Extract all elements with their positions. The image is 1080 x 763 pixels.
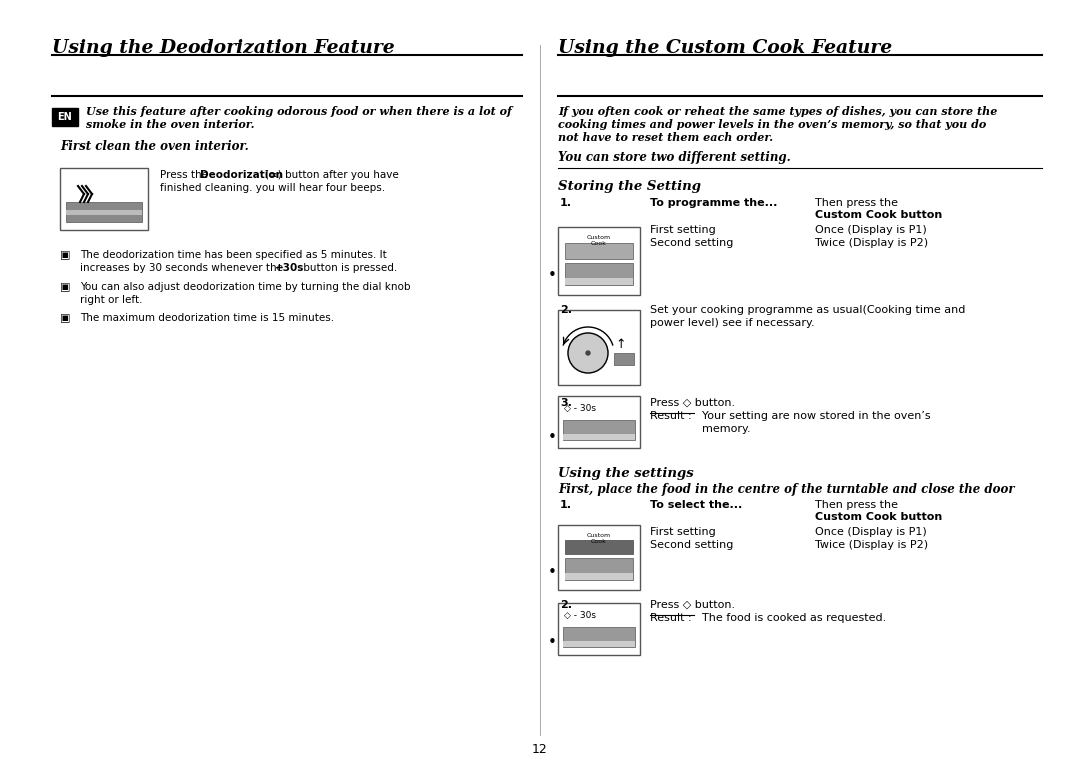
Text: 1.: 1. — [561, 500, 572, 510]
Text: Second setting: Second setting — [650, 238, 733, 248]
Bar — [66, 210, 141, 215]
Text: Custom
Cook: Custom Cook — [586, 533, 611, 544]
Text: If you often cook or reheat the same types of dishes, you can store the: If you often cook or reheat the same typ… — [558, 106, 997, 117]
Text: The maximum deodorization time is 15 minutes.: The maximum deodorization time is 15 min… — [80, 313, 334, 323]
Bar — [558, 525, 640, 590]
Text: Custom Cook button: Custom Cook button — [815, 210, 942, 220]
Text: cooking times and power levels in the oven’s memory, so that you do: cooking times and power levels in the ov… — [558, 119, 986, 130]
Text: Twice (Display is P2): Twice (Display is P2) — [815, 540, 928, 550]
Text: First, place the food in the centre of the turntable and close the door: First, place the food in the centre of t… — [558, 483, 1014, 496]
Bar — [558, 310, 640, 385]
Text: •: • — [548, 565, 557, 580]
Text: Storing the Setting: Storing the Setting — [558, 180, 701, 193]
Text: Using the Custom Cook Feature: Using the Custom Cook Feature — [558, 39, 892, 57]
Text: Deodorization: Deodorization — [200, 170, 283, 180]
Text: not have to reset them each order.: not have to reset them each order. — [558, 132, 773, 143]
Text: Twice (Display is P2): Twice (Display is P2) — [815, 238, 928, 248]
Text: •: • — [548, 635, 557, 650]
Bar — [563, 420, 635, 440]
Text: +30s: +30s — [275, 263, 305, 273]
Text: Press the: Press the — [160, 170, 212, 180]
Text: (≡) button after you have: (≡) button after you have — [265, 170, 399, 180]
Bar — [558, 603, 640, 655]
Bar — [66, 202, 141, 222]
Text: Then press the: Then press the — [815, 500, 897, 510]
Text: Then press the: Then press the — [815, 198, 897, 208]
Text: ◇ - 30s: ◇ - 30s — [564, 610, 596, 620]
Text: ▣: ▣ — [60, 313, 70, 323]
Text: increases by 30 seconds whenever the: increases by 30 seconds whenever the — [80, 263, 286, 273]
Text: ▣: ▣ — [60, 282, 70, 292]
Text: Press ◇ button.: Press ◇ button. — [650, 398, 735, 408]
Text: 2.: 2. — [561, 305, 572, 315]
Text: Custom
Cook: Custom Cook — [586, 235, 611, 246]
Text: •: • — [548, 430, 557, 445]
Bar — [563, 627, 635, 647]
Text: To select the...: To select the... — [650, 500, 742, 510]
Text: Result :: Result : — [650, 613, 691, 623]
Text: •: • — [548, 268, 557, 283]
Text: 3.: 3. — [561, 398, 572, 408]
Text: The food is cooked as requested.: The food is cooked as requested. — [702, 613, 887, 623]
Bar — [563, 641, 635, 647]
Bar — [565, 573, 633, 580]
Bar — [563, 434, 635, 440]
Text: Second setting: Second setting — [650, 540, 733, 550]
Bar — [60, 168, 148, 230]
Text: finished cleaning. you will hear four beeps.: finished cleaning. you will hear four be… — [160, 183, 386, 193]
Text: You can store two different setting.: You can store two different setting. — [558, 151, 791, 164]
Text: 2.: 2. — [561, 600, 572, 610]
Text: ◇ - 30s: ◇ - 30s — [564, 404, 596, 413]
Text: smoke in the oven interior.: smoke in the oven interior. — [86, 119, 255, 130]
Text: Using the settings: Using the settings — [558, 467, 693, 480]
Bar — [565, 263, 633, 285]
Text: 12: 12 — [532, 743, 548, 756]
Circle shape — [586, 351, 590, 355]
Text: Set your cooking programme as usual(Cooking time and: Set your cooking programme as usual(Cook… — [650, 305, 966, 315]
Text: memory.: memory. — [702, 424, 751, 434]
Text: First setting: First setting — [650, 225, 716, 235]
Text: To programme the...: To programme the... — [650, 198, 778, 208]
Text: First setting: First setting — [650, 527, 716, 537]
Bar — [52, 108, 78, 126]
Text: Result :: Result : — [650, 411, 691, 421]
Text: You can also adjust deodorization time by turning the dial knob: You can also adjust deodorization time b… — [80, 282, 410, 292]
Bar — [565, 243, 633, 259]
Text: Using the Deodorization Feature: Using the Deodorization Feature — [52, 39, 394, 57]
Text: 1.: 1. — [561, 198, 572, 208]
Text: Custom Cook button: Custom Cook button — [815, 512, 942, 522]
Text: right or left.: right or left. — [80, 295, 143, 305]
Text: The deodorization time has been specified as 5 minutes. It: The deodorization time has been specifie… — [80, 250, 387, 260]
Bar — [565, 540, 633, 554]
Text: Use this feature after cooking odorous food or when there is a lot of: Use this feature after cooking odorous f… — [86, 106, 512, 117]
Text: Press ◇ button.: Press ◇ button. — [650, 600, 735, 610]
Bar — [565, 278, 633, 285]
Text: ▣: ▣ — [60, 250, 70, 260]
Text: Once (Display is P1): Once (Display is P1) — [815, 527, 927, 537]
Text: Your setting are now stored in the oven’s: Your setting are now stored in the oven’… — [702, 411, 931, 421]
Bar — [558, 396, 640, 448]
Bar — [615, 353, 634, 365]
Circle shape — [568, 333, 608, 373]
Bar — [558, 227, 640, 295]
Text: First clean the oven interior.: First clean the oven interior. — [60, 140, 248, 153]
Text: power level) see if necessary.: power level) see if necessary. — [650, 318, 814, 328]
Bar — [565, 558, 633, 580]
Text: button is pressed.: button is pressed. — [300, 263, 397, 273]
Text: ↑: ↑ — [616, 339, 626, 352]
Text: EN: EN — [57, 112, 72, 122]
Text: Once (Display is P1): Once (Display is P1) — [815, 225, 927, 235]
